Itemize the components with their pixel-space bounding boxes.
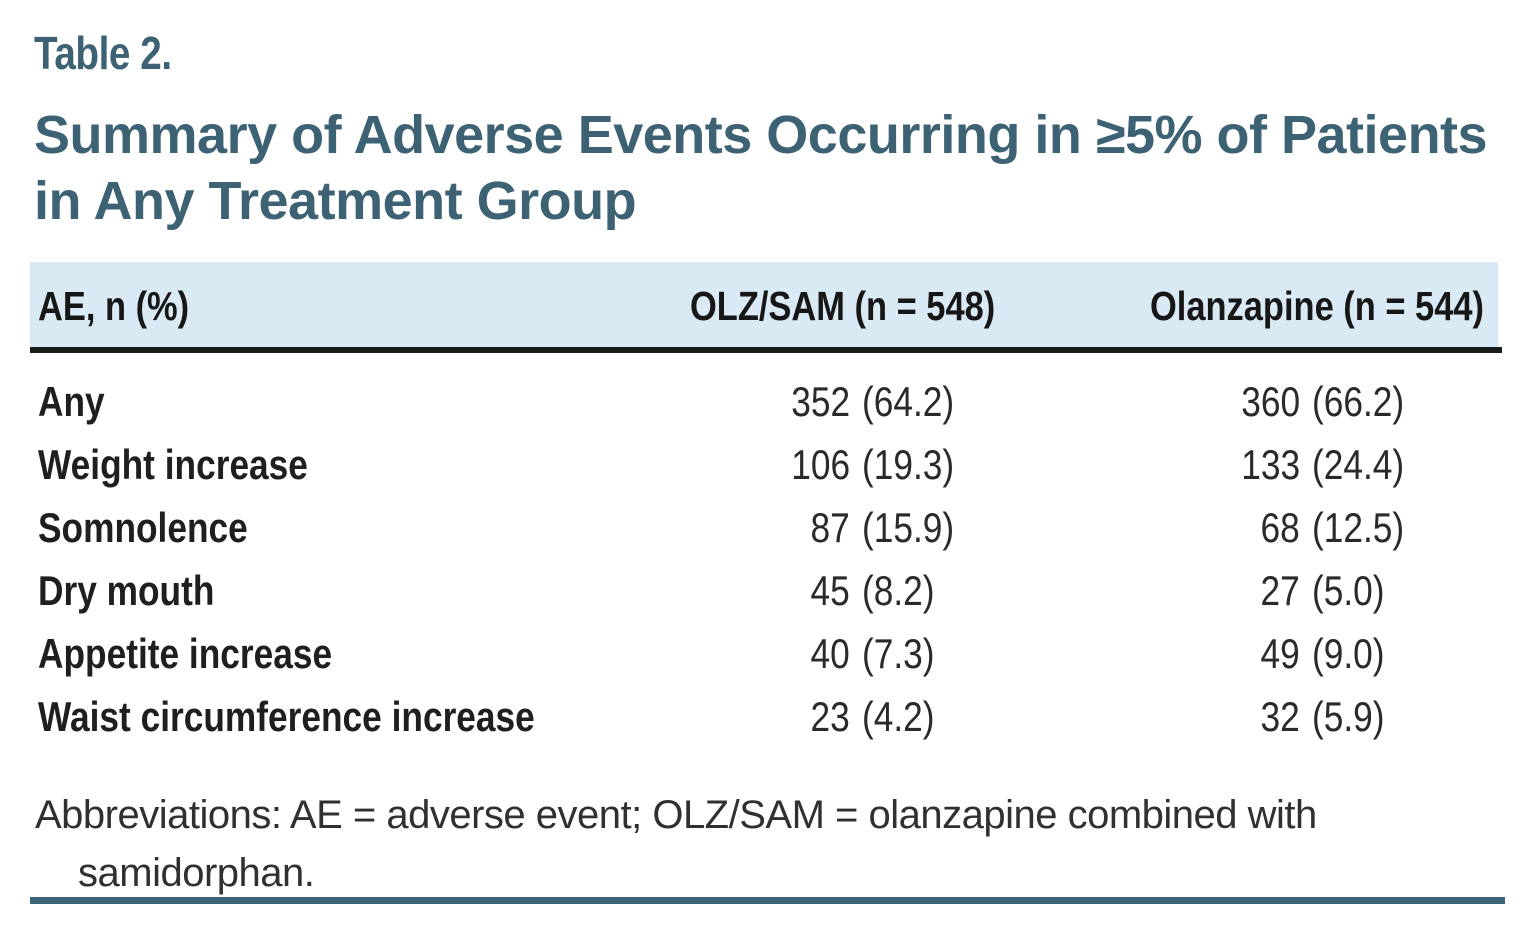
table-number-label: Table 2. — [34, 26, 198, 80]
cell-olzsam-count: 87 — [810, 504, 850, 551]
column-header-olanzapine: Olanzapine (n = 544) — [1150, 283, 1484, 329]
column-header-ae: AE, n (%) — [38, 283, 190, 329]
cell-olanzapine-pct: (24.4) — [1312, 441, 1405, 488]
cell-olanzapine-count: 32 — [1260, 693, 1300, 740]
cell-olzsam-count: 352 — [791, 378, 850, 425]
header-rule — [30, 347, 1502, 353]
cell-olanzapine-count: 360 — [1241, 378, 1300, 425]
cell-olzsam-pct: (4.2) — [862, 693, 935, 740]
cell-olanzapine-pct: (12.5) — [1312, 504, 1405, 551]
column-header-olzsam: OLZ/SAM (n = 548) — [690, 283, 996, 329]
cell-olanzapine-pct: (5.0) — [1312, 567, 1385, 614]
row-label-appetite-increase: Appetite increase — [38, 630, 333, 677]
cell-olzsam-pct: (8.2) — [862, 567, 935, 614]
row-label-somnolence: Somnolence — [38, 504, 248, 551]
cell-olanzapine-pct: (5.9) — [1312, 693, 1385, 740]
row-label-dry-mouth: Dry mouth — [38, 567, 215, 614]
cell-olanzapine-pct: (9.0) — [1312, 630, 1385, 677]
bottom-rule — [30, 897, 1505, 904]
header-band — [30, 262, 1498, 347]
cell-olzsam-count: 23 — [810, 693, 850, 740]
cell-olzsam-count: 45 — [810, 567, 850, 614]
abbreviations-footnote: Abbreviations: AE = adverse event; OLZ/S… — [35, 793, 1317, 895]
row-label-any: Any — [38, 378, 105, 425]
cell-olzsam-pct: (19.3) — [862, 441, 955, 488]
cell-olzsam-count: 40 — [810, 630, 850, 677]
row-label-weight-increase: Weight increase — [38, 441, 308, 488]
cell-olanzapine-count: 27 — [1260, 567, 1300, 614]
cell-olanzapine-count: 133 — [1241, 441, 1300, 488]
table-title: Summary of Adverse Events Occurring in ≥… — [34, 105, 1488, 231]
cell-olzsam-pct: (64.2) — [862, 378, 955, 425]
cell-olzsam-pct: (15.9) — [862, 504, 955, 551]
table-number-text: Table 2. — [34, 27, 172, 79]
cell-olanzapine-pct: (66.2) — [1312, 378, 1405, 425]
cell-olanzapine-count: 68 — [1260, 504, 1300, 551]
cell-olzsam-pct: (7.3) — [862, 630, 935, 677]
row-label-waist-circumference-increase: Waist circumference increase — [38, 693, 535, 740]
cell-olanzapine-count: 49 — [1260, 630, 1300, 677]
cell-olzsam-count: 106 — [791, 441, 850, 488]
